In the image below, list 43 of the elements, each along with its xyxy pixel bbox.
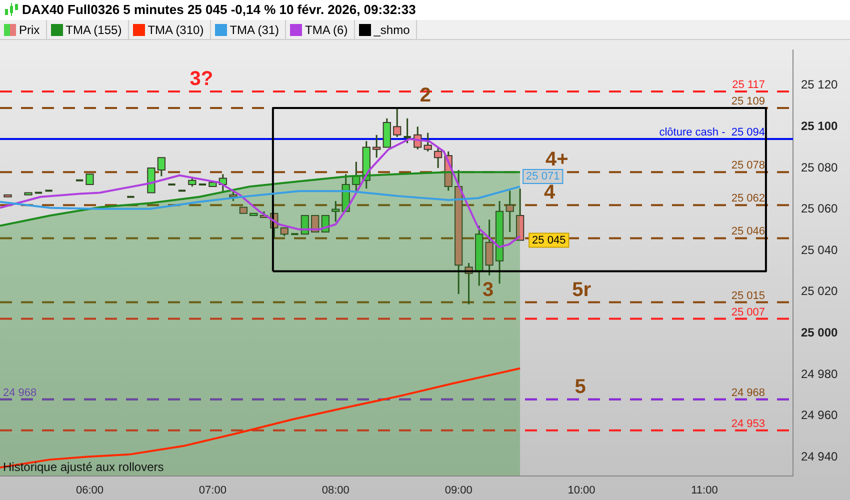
ref-line-label: 25 015 (731, 290, 765, 302)
ref-line-label: 25 078 (731, 160, 765, 172)
x-tick-label: 08:00 (322, 484, 350, 496)
legend-label: TMA (6) (305, 22, 348, 36)
y-tick-label: 25 120 (801, 78, 838, 92)
ref-line-label: 25 062 (731, 192, 765, 205)
legend-label: _shmo (374, 22, 410, 36)
y-tick-label: 25 040 (801, 242, 838, 257)
annotation: 3 (482, 278, 494, 301)
chart-title: DAX40 Full0326 5 minutes 25 045 -0,14 % 10 févr. 2026, 09:32:33 (22, 1, 416, 19)
ref-line-label: 25 046 (731, 226, 765, 238)
x-tick-label: 10:00 (568, 484, 596, 496)
annotation: Historique ajusté aux rollovers (3, 460, 164, 474)
y-tick-label: 25 100 (801, 118, 838, 133)
annotation: 4+ (546, 148, 568, 171)
y-tick-label: 25 060 (801, 202, 838, 216)
x-tick-label: 07:00 (198, 484, 226, 496)
ref-line-label: 25 007 (731, 306, 765, 318)
annotation: 5r (572, 278, 592, 301)
legend-label: Prix (19, 22, 40, 36)
annotation: 5 (574, 376, 586, 398)
y-tick-label: 24 940 (801, 450, 838, 464)
data-label: 25 071 (526, 170, 560, 183)
y-tick-label: 25 020 (801, 284, 838, 298)
y-tick-label: 24 980 (801, 366, 838, 381)
y-tick-label: 25 080 (801, 160, 838, 174)
x-tick-label: 06:00 (76, 484, 104, 496)
legend-label: TMA (310) (148, 22, 204, 36)
annotation: 3? (190, 68, 214, 90)
ref-line-label: clôture cash - 25 094 (659, 126, 765, 139)
legend-label: TMA (155) (66, 22, 122, 36)
x-tick-label: 09:00 (444, 484, 472, 496)
ref-line-label: 25 109 (731, 96, 765, 108)
legend-label: TMA (31) (230, 22, 280, 36)
ref-line-label: 24 968 (731, 386, 765, 399)
ref-line-label: 25 117 (732, 79, 765, 92)
y-tick-label: 25 000 (801, 326, 838, 340)
x-tick-label: 11:00 (691, 484, 718, 496)
annotation: 4 (544, 182, 556, 204)
ref-line-label: 24 953 (731, 418, 765, 430)
text: 25 045 (532, 234, 566, 246)
ref-line-label: 24 968 (3, 386, 37, 399)
y-tick-label: 24 960 (801, 408, 838, 422)
